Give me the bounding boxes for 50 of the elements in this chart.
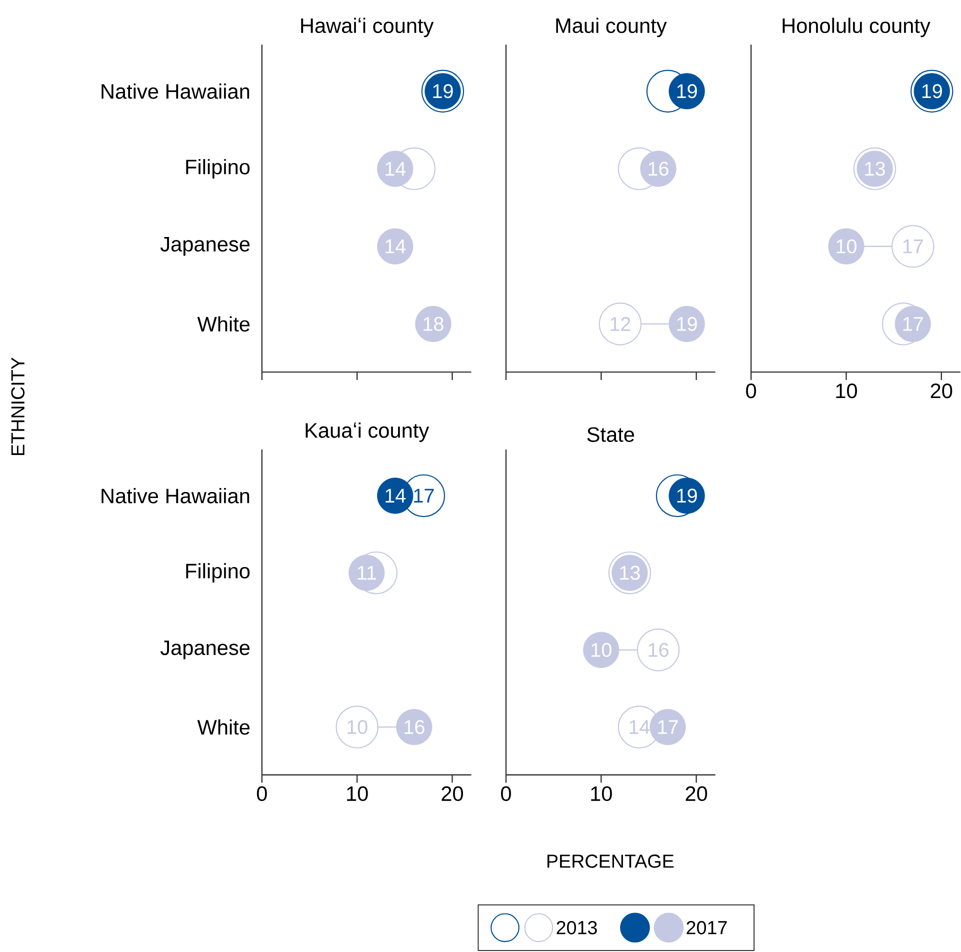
data-label: 19: [922, 84, 942, 98]
data-label: 14: [630, 720, 650, 734]
data-label: 13: [620, 566, 640, 580]
chart-title: Honolulu county: [782, 18, 930, 37]
x-tick-label: 0: [256, 786, 267, 801]
x-axis-title: PERCENTAGE: [547, 854, 674, 868]
y-tick-label: Filipino: [186, 562, 250, 582]
x-tick-label: 10: [347, 786, 368, 801]
data-label: 18: [424, 316, 444, 331]
data-label: 19: [677, 84, 697, 98]
data-label: 19: [677, 316, 697, 331]
data-label: 16: [404, 720, 424, 734]
chart-title: Kauaʻi county: [306, 422, 430, 442]
y-tick-label: Native Hawaiian: [102, 83, 250, 99]
data-label: 10: [592, 642, 612, 657]
data-label: 19: [433, 84, 453, 98]
x-tick-label: 0: [746, 383, 756, 398]
x-tick-label: 10: [591, 786, 612, 801]
data-label: 16: [648, 162, 668, 176]
data-label: 12: [610, 316, 630, 331]
y-tick-label: Japanese: [160, 236, 250, 256]
data-label: 11: [358, 566, 376, 580]
x-tick-label: 20: [686, 786, 708, 801]
y-tick-label: White: [197, 719, 250, 734]
data-label: 10: [348, 720, 368, 734]
x-tick-label: 20: [930, 383, 952, 398]
y-tick-label: White: [197, 316, 250, 332]
y-tick-label: Native Hawaiian: [102, 488, 250, 504]
data-label: 17: [903, 239, 923, 253]
legend-label: 2013: [556, 920, 597, 934]
y-tick-label: Japanese: [160, 640, 250, 660]
y-tick-label: Filipino: [186, 158, 250, 178]
legend-label: 2017: [686, 920, 727, 934]
data-label: 13: [865, 162, 885, 176]
data-label: 10: [836, 239, 856, 254]
x-tick-label: 0: [501, 786, 511, 801]
data-label: 14: [386, 162, 406, 176]
chart-title: Maui county: [556, 18, 667, 37]
y-axis-title: ETHNICITY: [11, 357, 25, 455]
x-tick-label: 20: [442, 786, 464, 801]
data-label: 19: [677, 488, 697, 502]
data-label: 14: [386, 239, 406, 253]
data-label: 17: [658, 720, 678, 734]
x-tick-label: 10: [836, 383, 857, 398]
chart-title: Hawaiʻi county: [301, 18, 434, 37]
chart-title: State: [587, 426, 634, 442]
data-label: 16: [648, 642, 668, 657]
data-label: 17: [903, 316, 923, 331]
data-label: 14: [386, 488, 406, 502]
data-label: 17: [414, 488, 434, 502]
